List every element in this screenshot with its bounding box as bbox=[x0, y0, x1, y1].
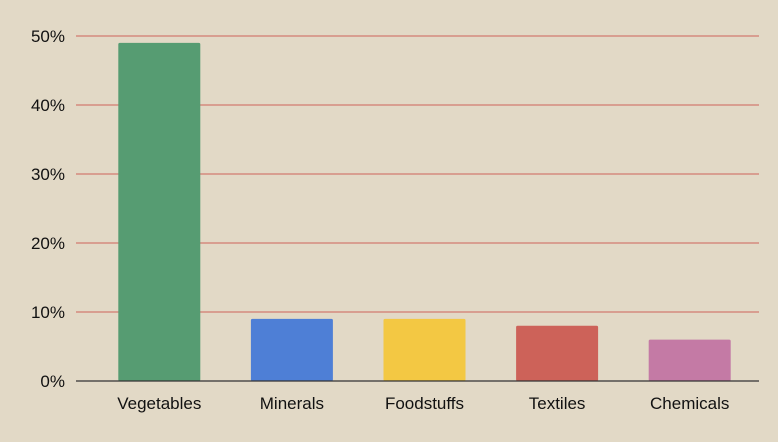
x-tick-label: Vegetables bbox=[117, 394, 201, 413]
x-tick-label: Foodstuffs bbox=[385, 394, 464, 413]
x-tick-label: Chemicals bbox=[650, 394, 729, 413]
x-axis-category-labels: Vegetables Minerals Foodstuffs Textiles Chem… bbox=[117, 394, 729, 413]
y-tick-label: 40% bbox=[31, 96, 65, 115]
bar-foodstuffs bbox=[383, 318, 466, 381]
bar-vegetables bbox=[118, 42, 201, 382]
y-tick-label: 30% bbox=[31, 165, 65, 184]
y-axis-tick-labels: 0% 10% 20% 30% 40% 50% bbox=[31, 27, 65, 391]
x-tick-label: Textiles bbox=[529, 394, 586, 413]
y-tick-label: 50% bbox=[31, 27, 65, 46]
bar-chemicals bbox=[648, 339, 731, 381]
x-tick-label: Minerals bbox=[260, 394, 324, 413]
y-tick-label: 10% bbox=[31, 303, 65, 322]
bars bbox=[118, 42, 731, 382]
y-tick-label: 20% bbox=[31, 234, 65, 253]
bar-minerals bbox=[250, 318, 333, 381]
y-tick-label: 0% bbox=[40, 372, 65, 391]
bar-textiles bbox=[516, 325, 599, 381]
